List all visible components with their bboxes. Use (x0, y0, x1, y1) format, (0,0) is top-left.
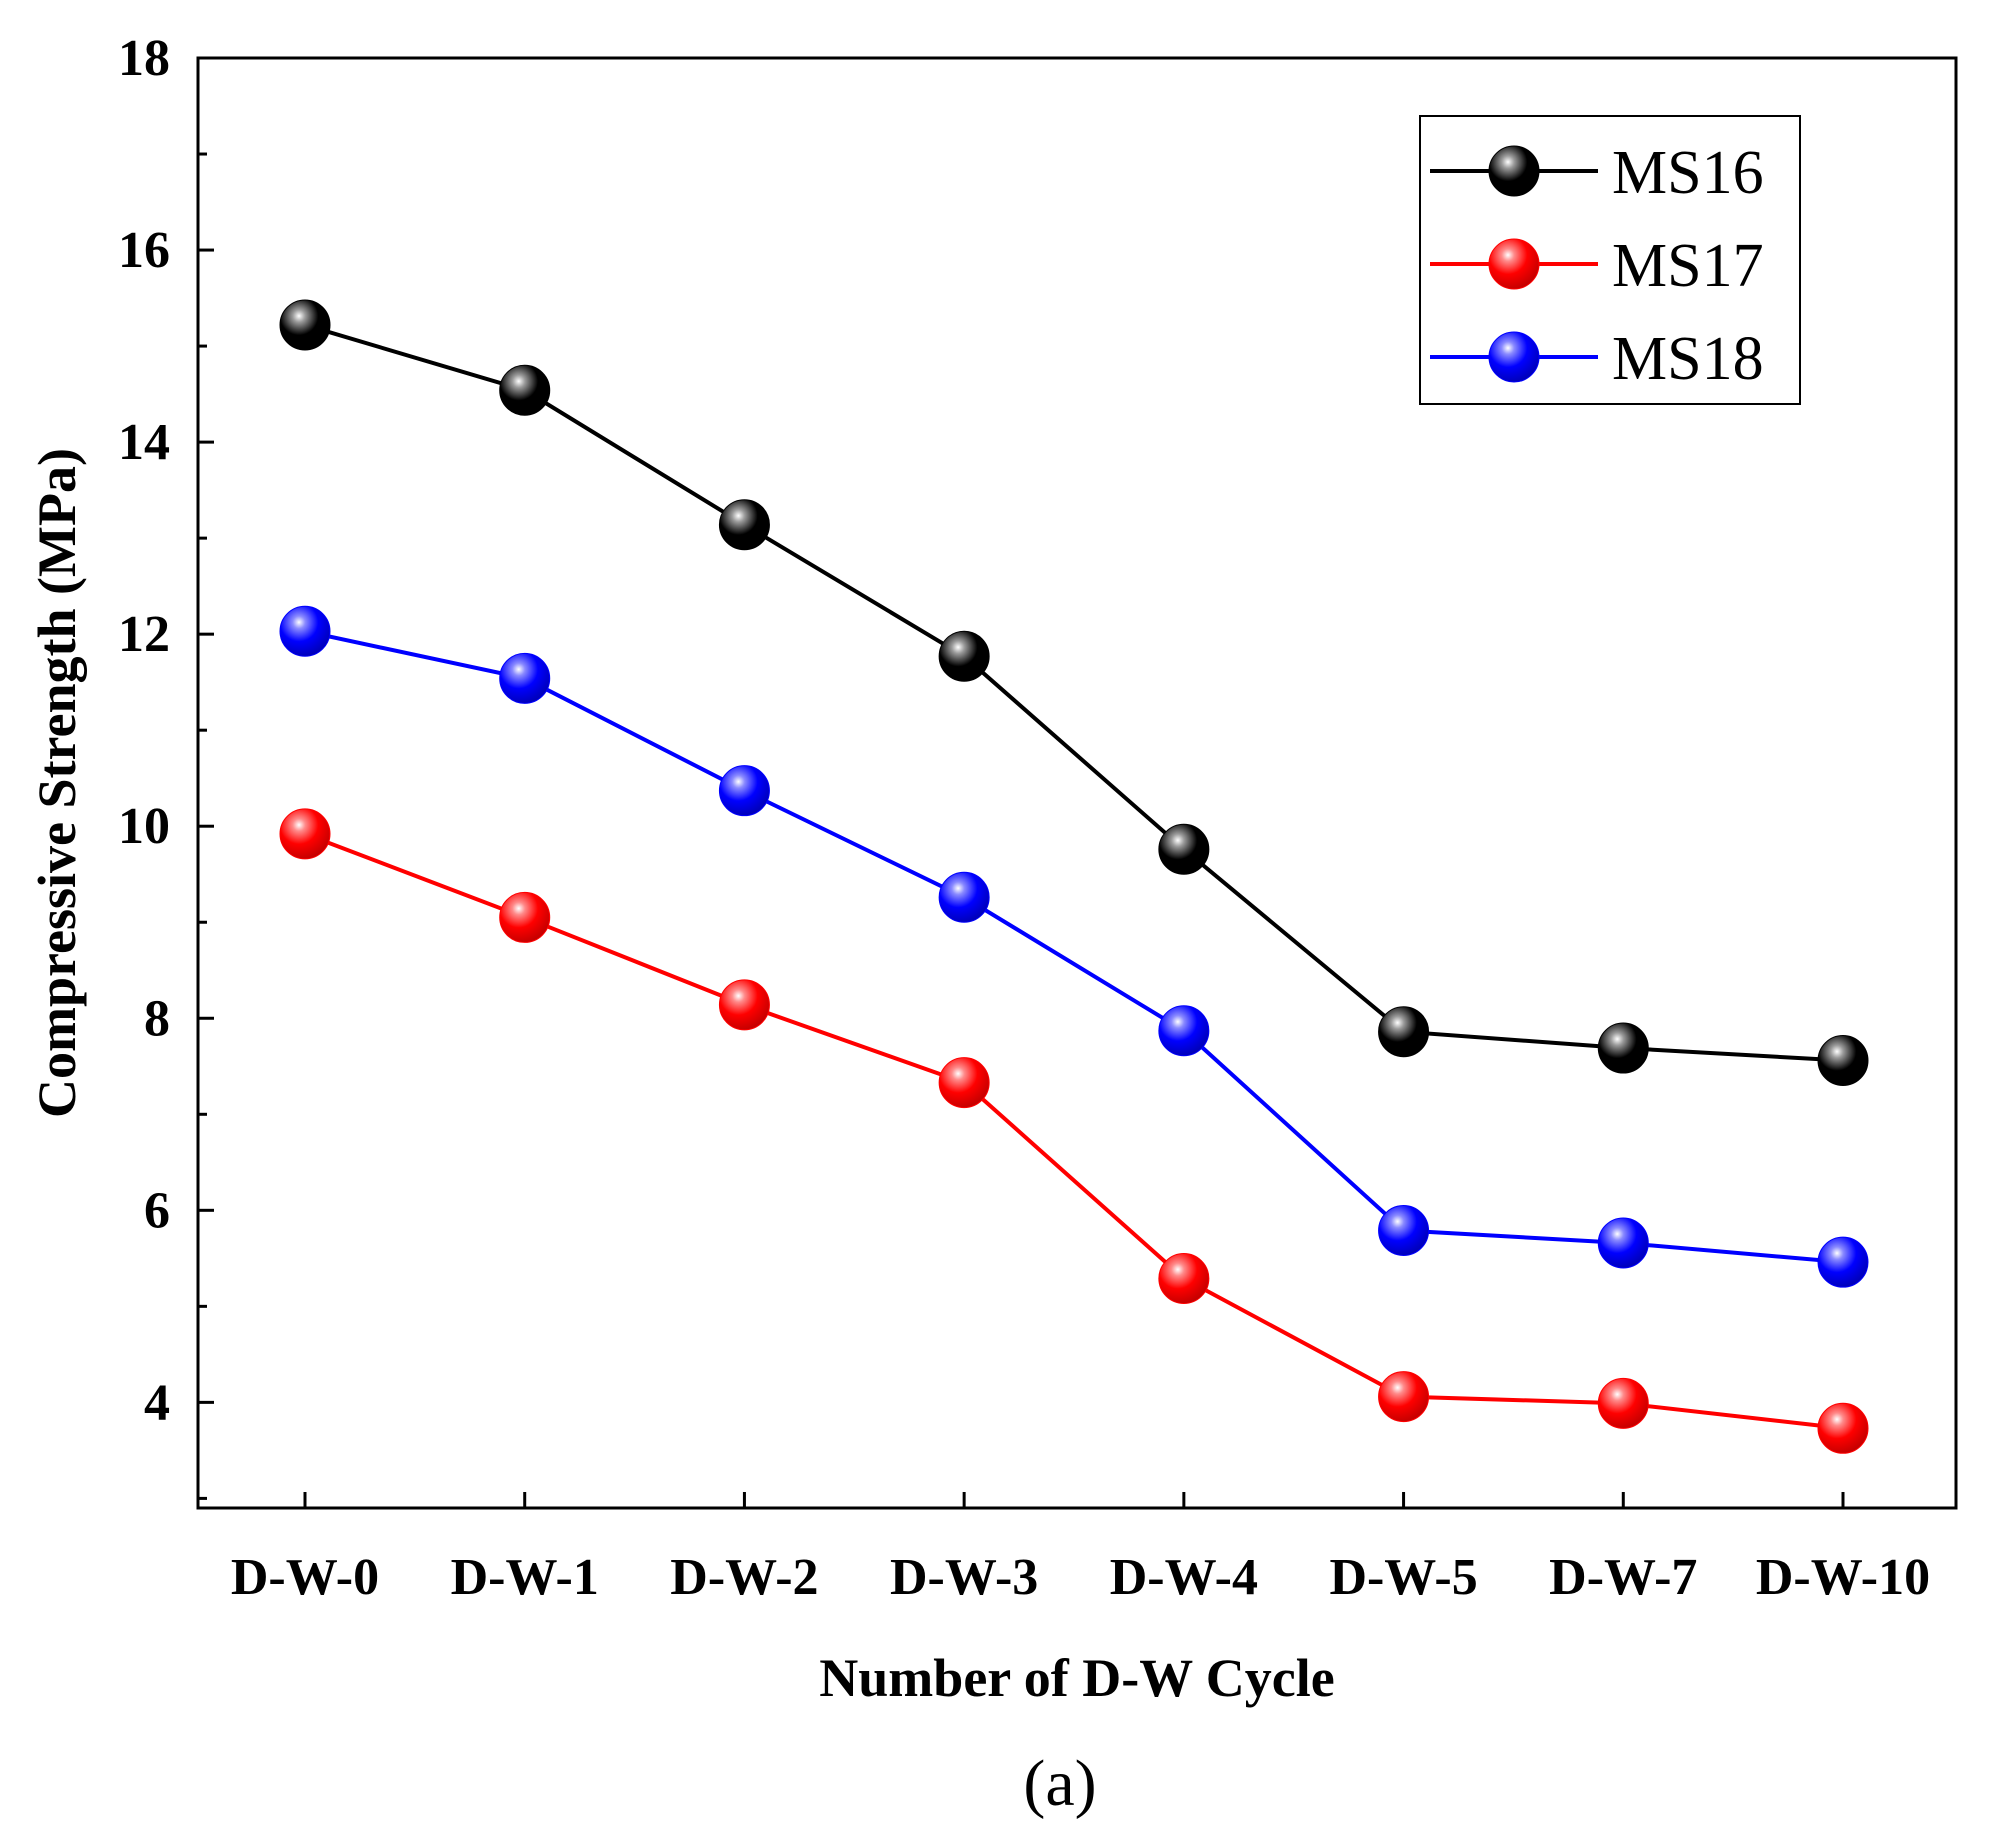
series-points (279, 299, 1869, 1454)
data-point-ms17 (1597, 1377, 1649, 1429)
data-point-ms16 (499, 364, 551, 416)
legend-label: MS18 (1612, 325, 1764, 393)
legend-marker (1488, 238, 1540, 290)
data-point-ms17 (1817, 1402, 1869, 1454)
y-tick-label: 4 (144, 1374, 170, 1431)
series-line-ms17 (304, 832, 1844, 1431)
x-tick-label: D-W-5 (1329, 1549, 1477, 1606)
y-tick-label: 12 (118, 606, 170, 663)
data-point-ms17 (1378, 1371, 1430, 1423)
data-point-ms17 (1158, 1252, 1210, 1304)
y-tick-label: 6 (144, 1182, 170, 1239)
y-tick-label: 18 (118, 30, 170, 87)
data-point-ms16 (718, 499, 770, 551)
plot-frame (196, 56, 1958, 1510)
data-point-ms18 (499, 652, 551, 704)
legend-label: MS16 (1612, 139, 1764, 207)
data-point-ms17 (279, 808, 331, 860)
x-tick-label: D-W-0 (231, 1549, 379, 1606)
y-axis-ticks: 4 6 8 10 12 14 16 18 (118, 30, 214, 1500)
data-point-ms16 (1378, 1006, 1430, 1058)
data-point-ms16 (1817, 1035, 1869, 1087)
y-axis-title: Compressive Strength (MPa) (27, 448, 87, 1118)
x-tick-label: D-W-2 (670, 1549, 818, 1606)
series-line-ms18 (304, 629, 1844, 1265)
x-tick-label: D-W-7 (1549, 1549, 1697, 1606)
y-tick-label: 10 (118, 798, 170, 855)
x-tick-label: D-W-1 (451, 1549, 599, 1606)
y-tick-label: 8 (144, 990, 170, 1047)
data-point-ms18 (1158, 1005, 1210, 1057)
series-lines (304, 323, 1844, 1431)
legend-marker (1488, 331, 1540, 383)
data-point-ms18 (1597, 1217, 1649, 1269)
data-point-ms18 (938, 871, 990, 923)
data-point-ms18 (279, 605, 331, 657)
y-tick-label: 16 (118, 222, 170, 279)
legend-marker (1488, 145, 1540, 197)
data-point-ms18 (1817, 1236, 1869, 1288)
x-axis-title: Number of D-W Cycle (819, 1648, 1334, 1708)
data-point-ms18 (1378, 1204, 1430, 1256)
x-tick-label: D-W-3 (890, 1549, 1038, 1606)
legend: MS16 MS17 MS18 (1419, 115, 1801, 405)
data-point-ms16 (938, 630, 990, 682)
data-point-ms18 (718, 765, 770, 817)
x-axis-ticks: D-W-0 D-W-1 D-W-2 D-W-3 D-W-4 D-W-5 D-W-7 D-W-1… (231, 1492, 1930, 1606)
data-point-ms16 (1597, 1022, 1649, 1074)
series-line-ms16 (304, 323, 1844, 1063)
data-point-ms16 (1158, 823, 1210, 875)
data-point-ms17 (718, 979, 770, 1031)
legend-label: MS17 (1612, 232, 1764, 300)
data-point-ms16 (279, 299, 331, 351)
x-tick-label: D-W-10 (1756, 1549, 1930, 1606)
data-point-ms17 (938, 1057, 990, 1109)
x-tick-label: D-W-4 (1110, 1549, 1258, 1606)
y-tick-label: 14 (118, 414, 170, 471)
figure-caption: (a) (1023, 1747, 1096, 1820)
data-point-ms17 (499, 891, 551, 943)
